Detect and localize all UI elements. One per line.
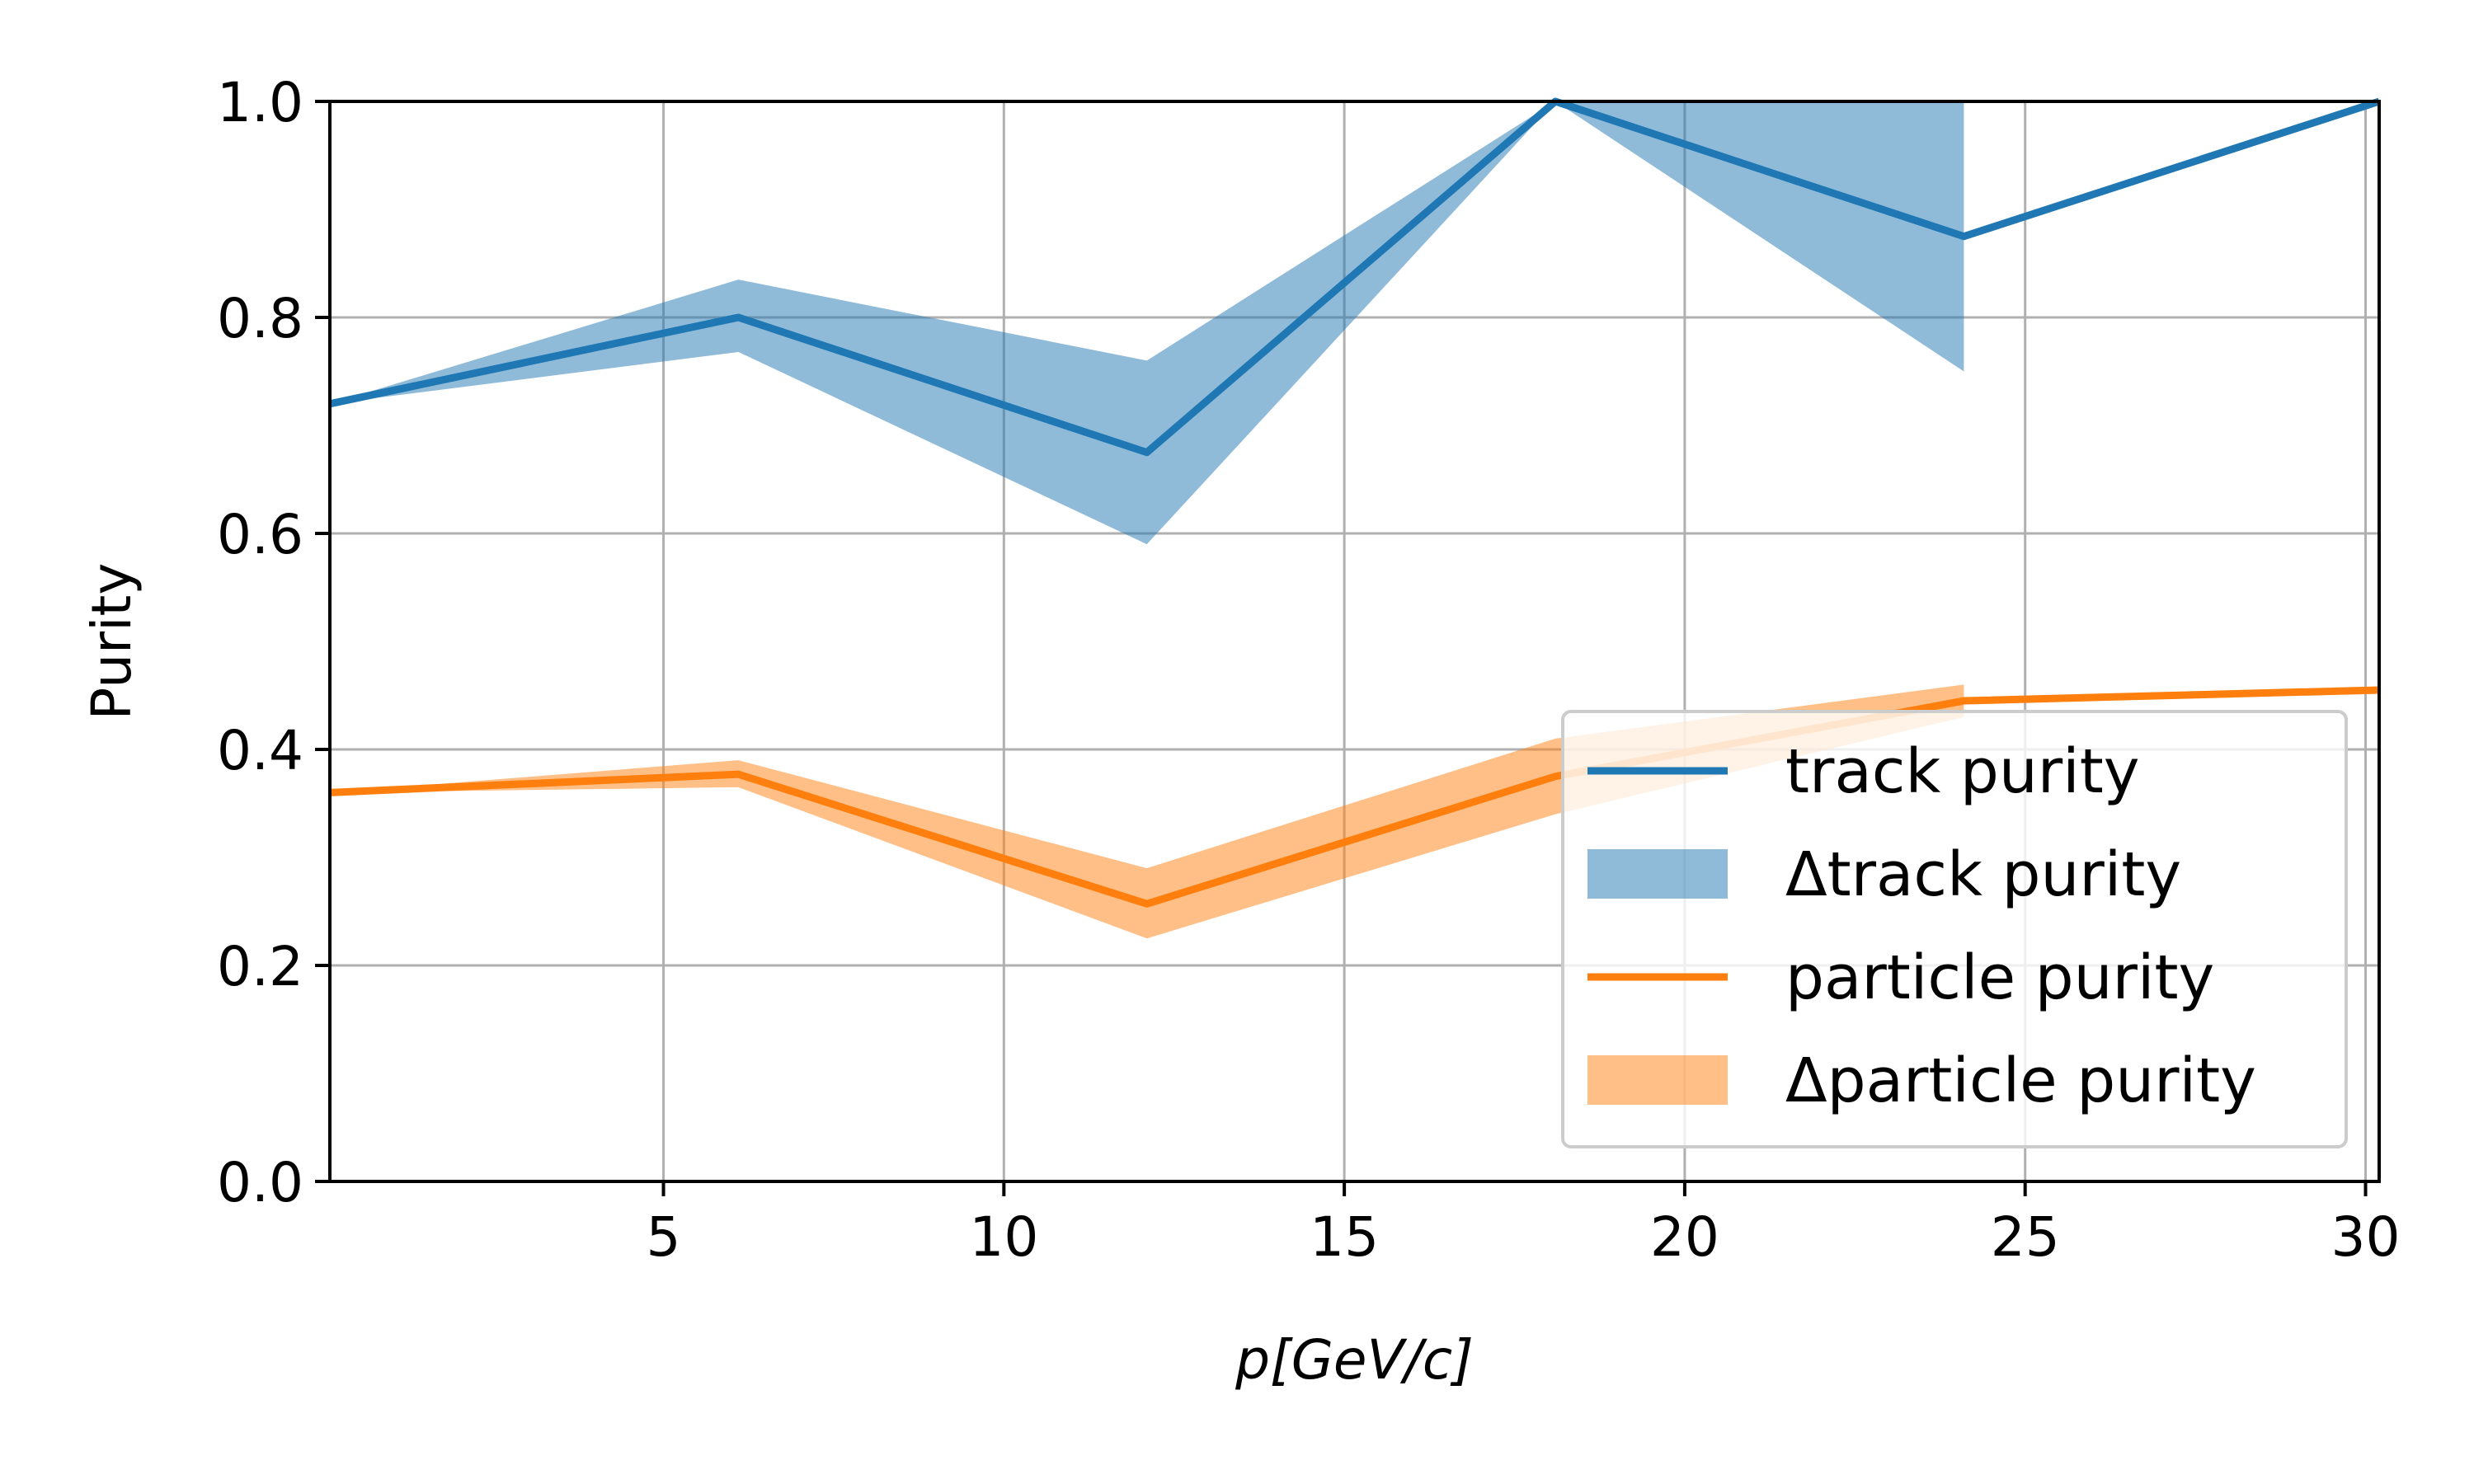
y-axis-ticks: 0.0 0.2 0.4 0.6 0.8 1.0: [217, 71, 330, 1214]
y-tick-label: 0.2: [217, 935, 303, 998]
band--particle-purity: [330, 684, 1964, 939]
legend-label: track purity: [1785, 736, 2140, 807]
x-tick-label: 25: [1991, 1205, 2060, 1269]
legend: track purity Δtrack purity particle purity…: [1561, 710, 2348, 1148]
legend-label: Δtrack purity: [1785, 839, 2181, 910]
legend-label: particle purity: [1785, 942, 2214, 1013]
plot-area: [329, 97, 2381, 1183]
y-tick-label: 0.8: [217, 287, 303, 350]
x-tick-label: 10: [969, 1205, 1038, 1269]
x-axis-label: p[GeV/c]: [1235, 1328, 1474, 1392]
legend-swatch-band: [1587, 1055, 1728, 1105]
x-tick-label: 30: [2331, 1205, 2400, 1269]
legend-label: Δparticle purity: [1785, 1045, 2256, 1116]
x-tick-label: 5: [647, 1205, 681, 1269]
y-tick-label: 0.4: [217, 719, 303, 782]
line-particle-purity: [329, 686, 2380, 908]
legend-swatch-band: [1587, 849, 1728, 899]
x-tick-label: 20: [1650, 1205, 1719, 1269]
line-track-purity: [329, 97, 2381, 457]
y-axis-label: Purity: [80, 563, 143, 721]
x-tick-label: 15: [1310, 1205, 1379, 1269]
y-tick-label: 0.6: [217, 503, 303, 566]
plot-frame: [328, 100, 2381, 1183]
y-tick-label: 1.0: [217, 71, 303, 134]
y-tick-label: 0.0: [217, 1151, 303, 1214]
x-axis-ticks: 5 10 15 20 25 30: [647, 1181, 2400, 1269]
legend-box: [1561, 710, 2348, 1148]
